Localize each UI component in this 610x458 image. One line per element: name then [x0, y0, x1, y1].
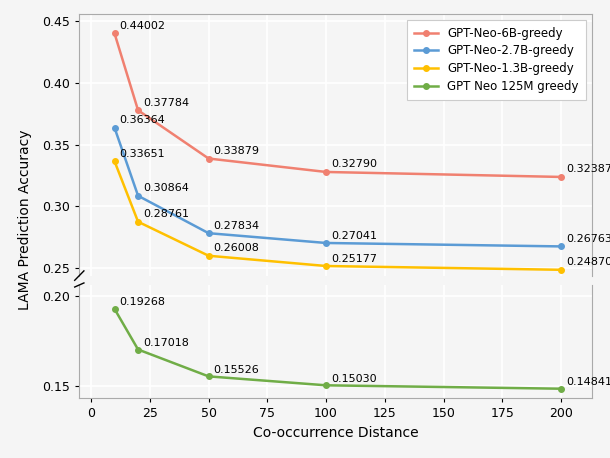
Text: 0.33879: 0.33879: [214, 146, 259, 156]
Text: 0.26763: 0.26763: [566, 234, 610, 244]
GPT-Neo-2.7B-greedy: [134, 193, 142, 198]
GPT-Neo-2.7B-greedy: [558, 244, 565, 249]
GPT-Neo-1.3B-greedy: [134, 219, 142, 224]
GPT-Neo-1.3B-greedy: [323, 263, 330, 269]
Text: 0.28761: 0.28761: [143, 209, 188, 219]
Text: 0.30864: 0.30864: [143, 183, 188, 193]
Text: 0.33651: 0.33651: [120, 149, 165, 159]
Text: 0.26008: 0.26008: [214, 243, 259, 253]
Text: 0.25177: 0.25177: [331, 254, 377, 263]
Text: 0.15526: 0.15526: [214, 365, 259, 375]
Text: 0.17018: 0.17018: [143, 338, 188, 348]
GPT-Neo-6B-greedy: [205, 156, 212, 161]
Text: 0.24870: 0.24870: [566, 257, 610, 267]
Text: 0.32387: 0.32387: [566, 164, 610, 174]
GPT Neo 125M greedy: [205, 374, 212, 379]
GPT Neo 125M greedy: [558, 386, 565, 392]
Text: 0.27041: 0.27041: [331, 230, 377, 240]
GPT Neo 125M greedy: [111, 306, 118, 312]
GPT-Neo-6B-greedy: [558, 174, 565, 180]
GPT-Neo-2.7B-greedy: [323, 240, 330, 246]
Line: GPT-Neo-1.3B-greedy: GPT-Neo-1.3B-greedy: [112, 158, 564, 273]
Text: 0.37784: 0.37784: [143, 98, 189, 108]
GPT-Neo-6B-greedy: [134, 108, 142, 113]
GPT-Neo-6B-greedy: [111, 31, 118, 36]
Text: 0.14841: 0.14841: [566, 377, 610, 387]
Text: 0.36364: 0.36364: [120, 115, 165, 125]
Line: GPT Neo 125M greedy: GPT Neo 125M greedy: [112, 306, 564, 392]
Text: 0.15030: 0.15030: [331, 374, 376, 383]
Line: GPT-Neo-2.7B-greedy: GPT-Neo-2.7B-greedy: [112, 125, 564, 249]
Line: GPT-Neo-6B-greedy: GPT-Neo-6B-greedy: [112, 31, 564, 180]
GPT-Neo-1.3B-greedy: [205, 253, 212, 258]
Text: 0.27834: 0.27834: [214, 221, 259, 231]
GPT-Neo-6B-greedy: [323, 169, 330, 174]
X-axis label: Co-occurrence Distance: Co-occurrence Distance: [253, 426, 418, 440]
GPT-Neo-1.3B-greedy: [558, 267, 565, 273]
Text: LAMA Prediction Accuracy: LAMA Prediction Accuracy: [18, 130, 32, 310]
Text: 0.32790: 0.32790: [331, 159, 377, 169]
GPT-Neo-1.3B-greedy: [111, 158, 118, 164]
GPT-Neo-2.7B-greedy: [111, 125, 118, 131]
GPT Neo 125M greedy: [323, 382, 330, 388]
Text: 0.19268: 0.19268: [120, 297, 165, 307]
Legend: GPT-Neo-6B-greedy, GPT-Neo-2.7B-greedy, GPT-Neo-1.3B-greedy, GPT Neo 125M greedy: GPT-Neo-6B-greedy, GPT-Neo-2.7B-greedy, …: [407, 20, 586, 100]
Text: 0.44002: 0.44002: [120, 21, 165, 31]
GPT Neo 125M greedy: [134, 347, 142, 352]
GPT-Neo-2.7B-greedy: [205, 230, 212, 236]
